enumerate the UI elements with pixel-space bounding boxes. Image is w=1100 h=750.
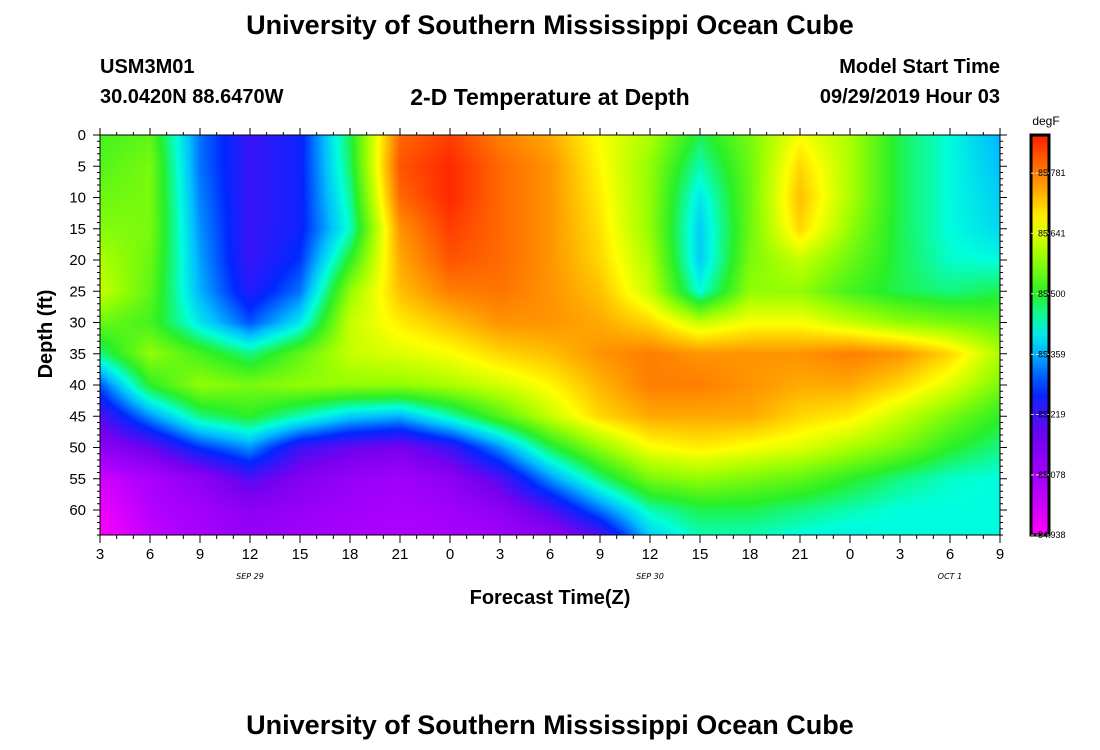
colorbar-unit: degF: [1032, 114, 1059, 128]
x-tick-label: 0: [846, 546, 854, 563]
x-axis: 3 6 9 12 15 18 21 0 3 6 9 12 15 18 21 0 3 6 9 SEP 29 SEP 30 O…: [96, 128, 1004, 581]
x-tick-label: 9: [196, 546, 204, 563]
x-tick-label: 9: [996, 546, 1004, 563]
colorbar-label: 85.219: [1038, 409, 1066, 419]
x-tick-label: 12: [642, 546, 659, 563]
day-label: SEP 29: [236, 572, 264, 581]
station-id: USM3M01: [100, 56, 195, 78]
x-tick-label: 3: [496, 546, 504, 563]
y-axis: 0 5 10 15 20 25 30 35 40 45 50 55 60: [69, 127, 1007, 536]
colorbar-label: 85.078: [1038, 470, 1066, 480]
temperature-heatmap: [100, 135, 1000, 535]
model-start-label: Model Start Time: [839, 56, 1000, 78]
colorbar: 85.781 85.641 85.500 85.359 85.219 85.078 84.9…: [1029, 114, 1066, 540]
day-label: SEP 30: [636, 572, 664, 581]
y-tick-label: 25: [69, 283, 86, 300]
page-title: University of Southern Mississippi Ocean…: [246, 10, 854, 40]
x-tick-label: 9: [596, 546, 604, 563]
y-axis-label: Depth (ft): [35, 290, 57, 379]
x-tick-label: 18: [342, 546, 359, 563]
y-tick-label: 60: [69, 502, 86, 519]
colorbar-label: 84.938: [1038, 530, 1066, 540]
day-label: OCT 1: [938, 572, 962, 581]
y-tick-label: 30: [69, 315, 86, 332]
y-tick-label: 35: [69, 346, 86, 363]
y-tick-label: 5: [78, 158, 86, 175]
plot-title: 2-D Temperature at Depth: [410, 84, 690, 110]
station-coordinates: 30.0420N 88.6470W: [100, 86, 284, 108]
y-tick-label: 0: [78, 127, 86, 144]
y-tick-label: 20: [69, 252, 86, 269]
x-tick-label: 18: [742, 546, 759, 563]
y-tick-label: 15: [69, 221, 86, 238]
y-tick-label: 50: [69, 440, 86, 457]
y-tick-label: 10: [69, 190, 86, 207]
x-tick-label: 3: [896, 546, 904, 563]
y-tick-label: 40: [69, 377, 86, 394]
colorbar-gradient: [1031, 135, 1049, 535]
colorbar-label: 85.500: [1038, 289, 1066, 299]
colorbar-frame: [1029, 133, 1051, 537]
colorbar-label: 85.359: [1038, 349, 1066, 359]
x-tick-label: 3: [96, 546, 104, 563]
x-tick-label: 21: [792, 546, 809, 563]
model-start-value: 09/29/2019 Hour 03: [819, 86, 1000, 108]
colorbar-label: 85.781: [1038, 168, 1066, 178]
x-tick-label: 15: [692, 546, 709, 563]
x-tick-label: 6: [546, 546, 554, 563]
y-tick-label: 55: [69, 471, 86, 488]
colorbar-label: 85.641: [1038, 228, 1066, 238]
x-tick-label: 6: [946, 546, 954, 563]
x-tick-label: 0: [446, 546, 454, 563]
x-tick-label: 6: [146, 546, 154, 563]
x-tick-label: 12: [242, 546, 259, 563]
x-tick-label: 21: [392, 546, 409, 563]
y-tick-label: 45: [69, 408, 86, 425]
x-tick-label: 15: [292, 546, 309, 563]
footer-title: University of Southern Mississippi Ocean…: [246, 710, 854, 740]
x-axis-label: Forecast Time(Z): [470, 587, 631, 609]
